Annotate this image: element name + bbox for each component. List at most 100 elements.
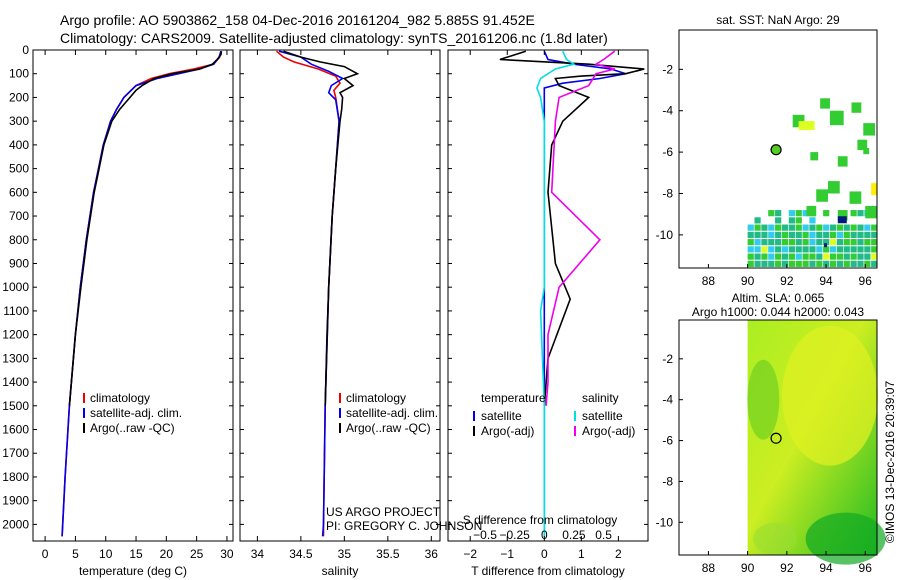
sst-cold-patch (837, 216, 847, 224)
sst-pixel (836, 246, 844, 253)
sst-patch (863, 123, 876, 136)
sst-pixel (843, 239, 850, 246)
sst-pixel (864, 246, 871, 253)
sst-pixel (788, 253, 795, 260)
y-tick-label: 200 (9, 90, 29, 104)
sst-pixel (816, 260, 823, 267)
sst-patch (851, 102, 862, 113)
temperature-panel: 0 5 10 15 20 25 30 temperature (deg C) 0 100 200 30… (2, 43, 234, 578)
sst-pixel (843, 231, 850, 238)
map-x-tick-label: 96 (859, 274, 873, 288)
series-line-argo-raw-qc (68, 51, 223, 406)
sla-mid-region (753, 522, 798, 555)
legend-entry: Argo(-adj) (582, 424, 635, 438)
x-tick-label: 20 (160, 547, 174, 561)
sst-patch (820, 98, 830, 109)
x-axis-label: salinity (322, 564, 359, 578)
sst-pixel (754, 246, 761, 253)
y-tick-label: 600 (9, 185, 29, 199)
y-tick-label: 700 (9, 209, 29, 223)
sst-pixel (754, 231, 761, 238)
x-tick-label: 1 (578, 547, 585, 561)
y-tick-label: 500 (9, 162, 29, 176)
y-tick-label: 1700 (2, 446, 29, 460)
sst-pixel (816, 231, 823, 238)
sst-pixel (761, 246, 768, 253)
sst-patch (829, 110, 844, 126)
x-tick-label: 0 (541, 547, 548, 561)
y-tick-label: 400 (9, 138, 29, 152)
sst-pixel (850, 253, 857, 260)
sst-pixel (754, 253, 761, 260)
series-line-temperature-argo-adj (499, 50, 645, 406)
sst-pixel (871, 224, 878, 231)
sst-pixel (761, 260, 768, 267)
sst-patch (810, 152, 819, 161)
y-tick-label: 1300 (2, 351, 29, 365)
legend: temperature salinitysatelliteArgo(-adj)sa… (473, 391, 635, 438)
legend-header-salinity: salinity (582, 391, 619, 405)
legend-entry: satellite (582, 409, 623, 423)
sst-pixel (754, 239, 761, 246)
x-tick-label: 25 (190, 547, 204, 561)
sst-pixel (768, 224, 775, 231)
map-x-tick-label: 92 (780, 561, 794, 575)
sst-patch (837, 156, 848, 167)
sst-pixel (788, 260, 795, 267)
x-tick-label: 15 (129, 547, 143, 561)
map-x-tick-label: 96 (859, 561, 873, 575)
sst-pixel (850, 246, 857, 253)
x-axis-label: temperature (deg C) (79, 564, 187, 578)
sst-pixel (761, 231, 768, 238)
sst-pixel (795, 217, 802, 224)
sla-map: 88 90 92 94 96 -2 -4 -6 -8 -10 (656, 319, 886, 575)
sst-pixel (850, 224, 857, 231)
legend-entry: climatology (346, 391, 406, 405)
sst-pixel (802, 253, 809, 260)
sst-pixel (836, 224, 844, 231)
sst-pixel (829, 231, 837, 238)
sst-pixel (781, 246, 789, 253)
sst-cold-patch (824, 243, 828, 248)
sst-pixel (754, 224, 761, 231)
series-line-satellite-adj-clim (61, 50, 222, 537)
map-frame (678, 319, 878, 556)
sst-pixel (747, 260, 754, 267)
y-tick-label: 1600 (2, 423, 29, 437)
sst-patch (857, 139, 868, 151)
map-x-tick-label: 90 (741, 274, 755, 288)
plot-frame (32, 49, 234, 542)
x-tick-label: 35 (338, 547, 352, 561)
sst-pixel (754, 217, 761, 224)
sst-warm-patch (798, 121, 815, 131)
sst-pixel (761, 224, 768, 231)
sst-pixel (761, 253, 768, 260)
sst-pixel (781, 260, 789, 267)
sst-pixel (788, 239, 795, 246)
map-x-tick-label: 94 (819, 561, 833, 575)
sst-pixel (775, 239, 782, 246)
plot-frame (239, 49, 441, 542)
sst-pixel (864, 224, 871, 231)
sla-high-region (781, 325, 878, 466)
map-x-tick-label: 88 (702, 561, 716, 575)
sst-patch (863, 147, 870, 155)
sst-pixel (802, 246, 809, 253)
x-tick-label: 30 (220, 547, 234, 561)
y-tick-label: 0 (22, 43, 29, 57)
sst-pixel (850, 260, 857, 267)
sst-pixel (823, 224, 830, 231)
sst-pixel (816, 224, 823, 231)
sst-pixel (864, 239, 871, 246)
legend-entry: satellite-adj. clim. (346, 406, 438, 420)
series-line-satellite-adj-clim (278, 50, 345, 537)
legend-header-temperature: temperature (481, 391, 546, 405)
map-y-tick-label: -6 (662, 145, 673, 159)
map-x-tick-label: 90 (741, 561, 755, 575)
sst-pixel (836, 231, 844, 238)
sst-pixel (857, 239, 864, 246)
map-x-tick-label: 92 (780, 274, 794, 288)
sst-pixel (781, 253, 789, 260)
imos-credit: ©IMOS 13-Dec-2016 20:39:07 (883, 381, 897, 544)
sst-pixel (864, 253, 871, 260)
